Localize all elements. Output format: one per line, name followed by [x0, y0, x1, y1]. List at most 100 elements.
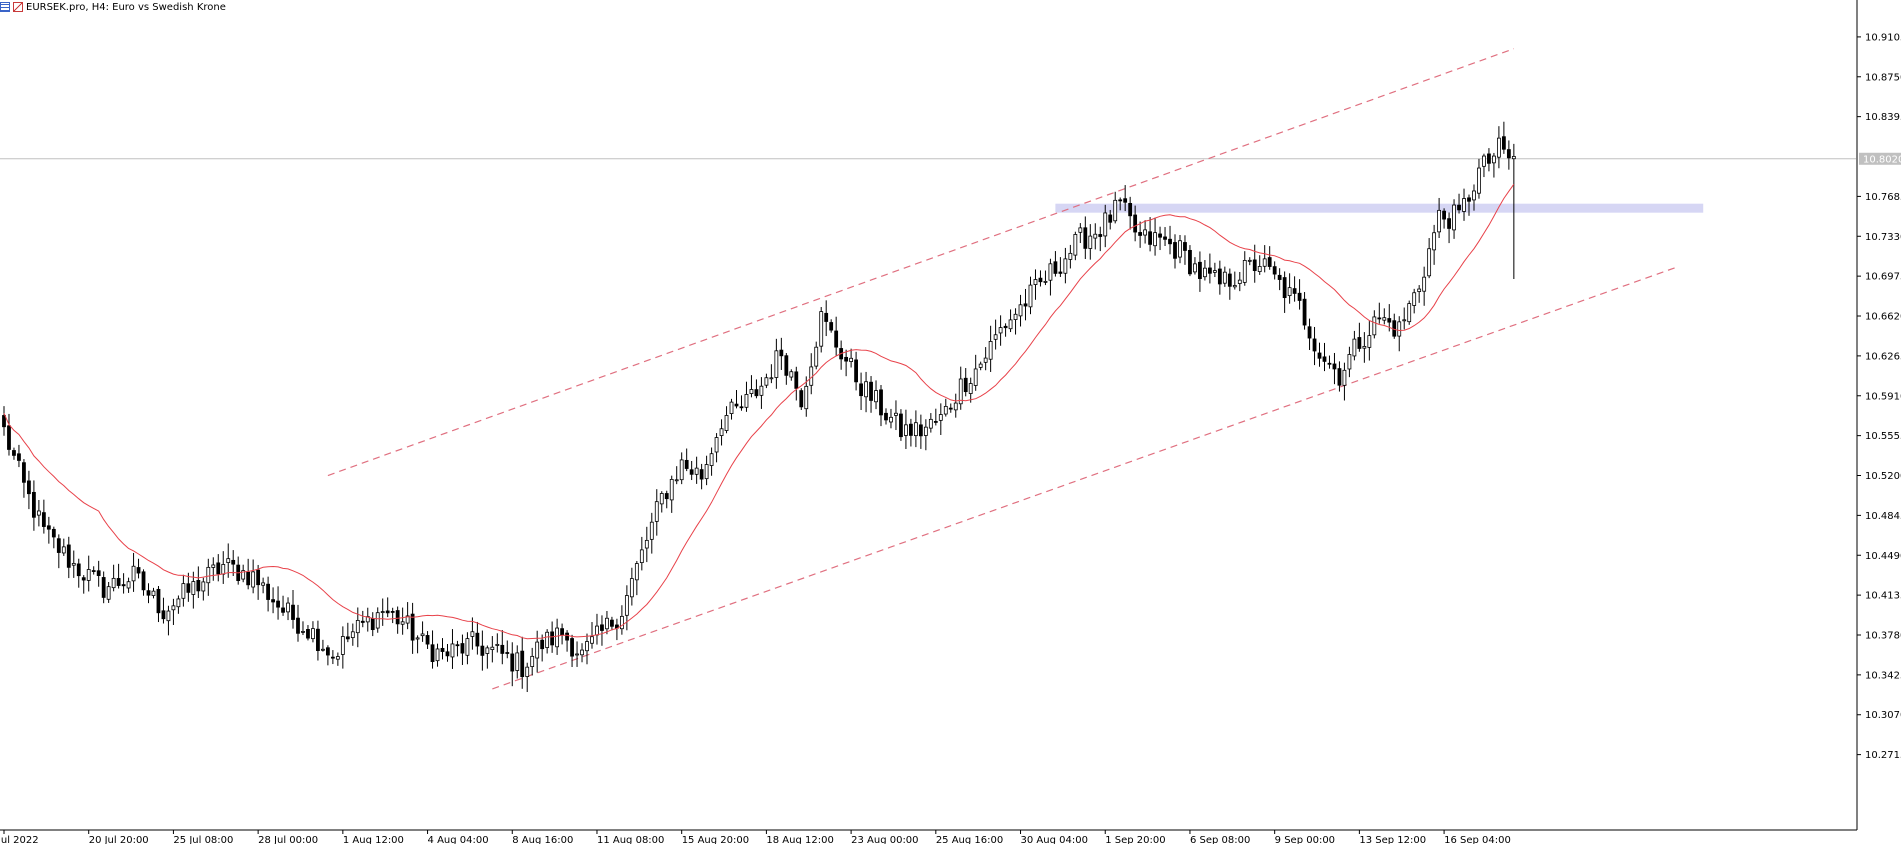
candle-body: [764, 377, 769, 386]
candle-body: [1108, 214, 1113, 223]
candle: [1003, 323, 1008, 337]
candle: [211, 557, 216, 581]
candle-body: [724, 415, 729, 431]
candle-body: [1013, 313, 1018, 320]
candle: [246, 558, 251, 590]
candle-body: [1442, 210, 1446, 220]
candle: [1477, 158, 1481, 199]
candle: [909, 418, 913, 447]
candle-body: [834, 330, 839, 348]
price-axis[interactable]: 10.9105 10.8750 10.8395 10.7685 10.7330 10.69…: [1856, 0, 1901, 830]
channel-upper-line: [327, 48, 1515, 477]
candle: [894, 400, 898, 431]
candle-body: [151, 590, 156, 596]
candle: [699, 463, 704, 490]
candle-body: [76, 563, 81, 577]
candle-body: [679, 459, 684, 481]
candle-body: [1093, 233, 1098, 239]
candle-body: [1272, 266, 1277, 275]
candle: [17, 444, 21, 468]
candle-body: [206, 566, 211, 584]
candle: [1497, 126, 1501, 169]
candle-body: [1362, 346, 1367, 349]
candle-body: [1302, 298, 1307, 326]
candle: [1501, 121, 1506, 154]
candle: [948, 403, 953, 413]
candle: [330, 650, 335, 665]
candle: [36, 499, 41, 527]
time-axis[interactable]: 18 Jul 2022 20 Jul 20:00 25 Jul 08:00 28 Ju…: [0, 829, 1857, 844]
candle: [146, 583, 151, 604]
candle: [191, 571, 196, 609]
candle: [1203, 260, 1207, 281]
candle: [1297, 279, 1302, 310]
candle: [849, 348, 854, 368]
candle-body: [271, 599, 275, 603]
candle-body: [1083, 227, 1088, 249]
y-tick-label: 10.6265: [1865, 351, 1901, 362]
candle-body: [91, 570, 96, 572]
y-tick-label: 10.6975: [1865, 272, 1901, 283]
candle-body: [226, 558, 231, 564]
candle: [281, 595, 285, 616]
candle: [316, 620, 320, 661]
candle-body: [1347, 354, 1352, 370]
candle-body: [619, 615, 624, 630]
candle-body: [111, 577, 116, 589]
candle-body: [241, 570, 246, 580]
candle: [1148, 217, 1152, 252]
candle-body: [410, 613, 415, 641]
candle-body: [759, 385, 764, 396]
candle-body: [639, 549, 644, 564]
candle: [679, 452, 684, 485]
candle: [1093, 223, 1098, 250]
candle: [913, 410, 918, 448]
candle-body: [1103, 212, 1108, 237]
candle-body: [96, 570, 101, 576]
candle: [445, 644, 450, 662]
candle: [1158, 226, 1162, 251]
candle-body: [973, 368, 978, 386]
candle-body: [276, 600, 280, 608]
candle-body: [405, 615, 410, 624]
candle-body: [754, 389, 759, 397]
candle-body: [415, 637, 420, 640]
candle: [27, 470, 31, 510]
candle-body: [86, 569, 91, 581]
candle-body: [286, 602, 290, 613]
candle: [1372, 310, 1377, 339]
grid-icon[interactable]: [0, 2, 10, 12]
candle-body: [256, 569, 261, 586]
candle-body: [375, 612, 380, 629]
candle-body: [1337, 368, 1342, 386]
candle: [7, 413, 11, 456]
candle-body: [779, 349, 784, 357]
candle: [96, 560, 101, 587]
candle: [704, 455, 709, 486]
candle-body: [380, 611, 385, 613]
candle: [639, 536, 644, 571]
candle-body: [953, 402, 958, 411]
candle: [1237, 272, 1242, 292]
candle-body: [1123, 198, 1128, 203]
candle-body: [101, 577, 106, 598]
candle-body: [570, 638, 574, 657]
candle-body: [1322, 356, 1327, 362]
candle: [460, 634, 465, 665]
candle-body: [1168, 238, 1172, 245]
candle-body: [181, 583, 186, 599]
chart-type-icon[interactable]: [13, 2, 23, 12]
candle: [1217, 260, 1222, 295]
candle: [899, 409, 903, 441]
x-tick-label: 1 Aug 12:00: [343, 835, 404, 844]
candle-body: [1377, 317, 1382, 320]
candle-body: [1372, 316, 1377, 336]
candle: [1262, 245, 1267, 273]
candle-body: [1357, 337, 1362, 349]
candle: [1108, 209, 1113, 230]
candle: [1327, 355, 1332, 369]
x-tick-label: 1 Sep 20:00: [1105, 835, 1165, 844]
candle-body: [804, 385, 809, 410]
candle: [1153, 217, 1157, 256]
